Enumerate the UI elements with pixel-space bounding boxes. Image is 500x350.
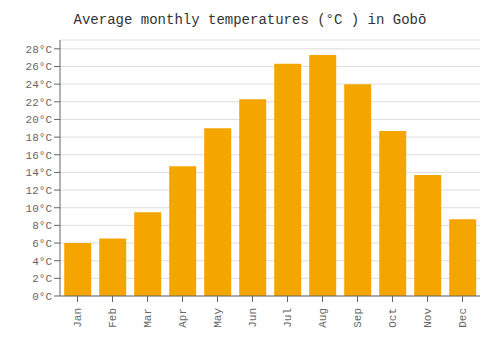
svg-text:Jan: Jan — [72, 308, 84, 328]
svg-text:12°C: 12°C — [26, 185, 53, 197]
svg-text:May: May — [212, 308, 224, 328]
svg-text:18°C: 18°C — [26, 132, 53, 144]
svg-text:2°C: 2°C — [32, 273, 52, 285]
svg-text:24°C: 24°C — [26, 79, 53, 91]
svg-text:14°C: 14°C — [26, 167, 53, 179]
html-text:Average monthly temperatures (: Average monthly temperatures (°C ) in Go… — [73, 12, 427, 28]
svg-text:Dec: Dec — [457, 308, 469, 328]
svg-text:26°C: 26°C — [26, 61, 53, 73]
svg-text:8°C: 8°C — [32, 220, 52, 232]
svg-text:10°C: 10°C — [26, 203, 53, 215]
svg-text:20°C: 20°C — [26, 114, 53, 126]
svg-text:4°C: 4°C — [32, 256, 52, 268]
svg-text:Nov: Nov — [422, 308, 434, 328]
svg-text:Aug: Aug — [317, 308, 329, 328]
svg-text:6°C: 6°C — [32, 238, 52, 250]
svg-text:Jun: Jun — [247, 308, 259, 328]
svg-text:Sep: Sep — [352, 308, 364, 328]
svg-text:0°C: 0°C — [32, 291, 52, 303]
svg-text:Mar: Mar — [142, 308, 154, 328]
svg-text:16°C: 16°C — [26, 150, 53, 162]
svg-text:Apr: Apr — [177, 308, 189, 328]
svg-text:Oct: Oct — [387, 308, 399, 328]
svg-text:Feb: Feb — [107, 308, 119, 328]
svg-text:Jul: Jul — [282, 308, 294, 328]
svg-text:28°C: 28°C — [26, 44, 53, 56]
svg-text:22°C: 22°C — [26, 97, 53, 109]
